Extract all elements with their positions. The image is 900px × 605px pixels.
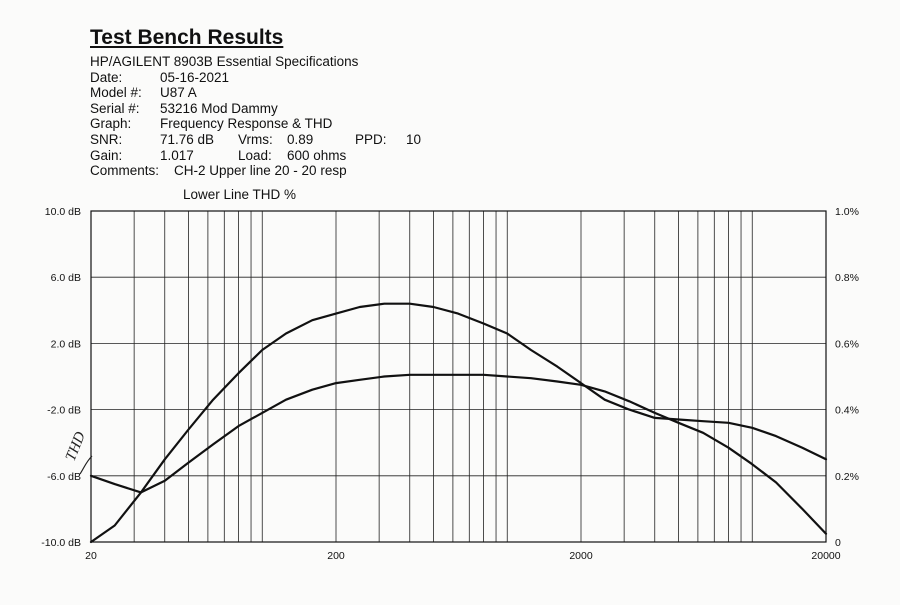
snr-value: 71.76 dB [160,131,215,147]
chart-title: Lower Line THD % [183,187,297,202]
y-right-tick-label: 1.0% [835,206,859,218]
load-label: Load: [238,147,272,163]
vrms-value: 0.89 [287,131,314,147]
gain-value: 1.017 [160,147,194,163]
gain-row: Gain: 1.017 Load: 600 ohms [90,148,610,164]
axis-ticks: 10.0 dB 6.0 dB 2.0 dB -2.0 dB -6.0 dB -10.0 d… [41,206,859,562]
snr-row: SNR: 71.76 dB Vrms: 0.89 PPD: 10 [90,132,610,148]
y-left-tick-label: 10.0 dB [45,206,81,218]
snr-label: SNR: [90,131,123,147]
page-title: Test Bench Results [90,26,284,49]
date-row: Date: 05-16-2021 [90,70,610,86]
graph-value: Frequency Response & THD [160,116,333,132]
y-left-tick-label: -10.0 dB [41,537,81,549]
ppd-label: PPD: [355,131,387,147]
report-header: Test Bench Results HP/AGILENT 8903B Esse… [90,24,610,179]
load-value: 600 ohms [287,147,347,163]
chart-series [89,302,828,544]
date-label: Date: [90,69,123,85]
chart-grid [90,210,827,543]
y-left-tick-label: 6.0 dB [51,272,81,284]
thd-annotation: THD [63,430,93,475]
x-tick-label: 200 [327,550,345,562]
vrms-label: Vrms: [238,131,273,147]
y-left-tick-label: -2.0 dB [47,405,81,417]
model-row: Model #: U87 A [90,85,610,101]
model-value: U87 A [160,85,197,101]
serial-value: 53216 Mod Dammy [160,100,278,116]
model-label: Model #: [90,85,142,101]
x-tick-label: 20 [85,550,97,562]
graph-label: Graph: [90,116,132,132]
comments-row: Comments: CH-2 Upper line 20 - 20 resp [90,163,610,179]
frequency-response-line [89,373,828,535]
y-left-tick-label: -6.0 dB [47,471,81,483]
comments-label: Comments: [90,163,160,179]
graph-row: Graph: Frequency Response & THD [90,116,610,132]
thd-line [89,302,828,544]
thd-annotation-stroke [79,455,93,475]
y-right-tick-label: 0.6% [835,338,859,350]
x-tick-label: 20000 [811,550,840,562]
comments-value: CH-2 Upper line 20 - 20 resp [174,163,347,179]
y-left-tick-label: 2.0 dB [51,338,81,350]
thd-annotation-text: THD [63,430,89,464]
y-right-tick-label: 0.2% [835,471,859,483]
y-right-tick-label: 0.4% [835,405,859,417]
ppd-value: 10 [406,131,422,147]
x-tick-label: 2000 [569,550,593,562]
subtitle: HP/AGILENT 8903B Essential Specification… [90,54,359,69]
serial-label: Serial #: [90,100,140,116]
gain-label: Gain: [90,147,123,163]
date-value: 05-16-2021 [160,69,230,85]
serial-row: Serial #: 53216 Mod Dammy [90,101,610,117]
plot-frame [90,210,827,543]
y-right-tick-label: 0.8% [835,272,859,284]
subtitle-row: HP/AGILENT 8903B Essential Specification… [90,54,610,70]
y-right-tick-label: 0 [835,537,841,549]
